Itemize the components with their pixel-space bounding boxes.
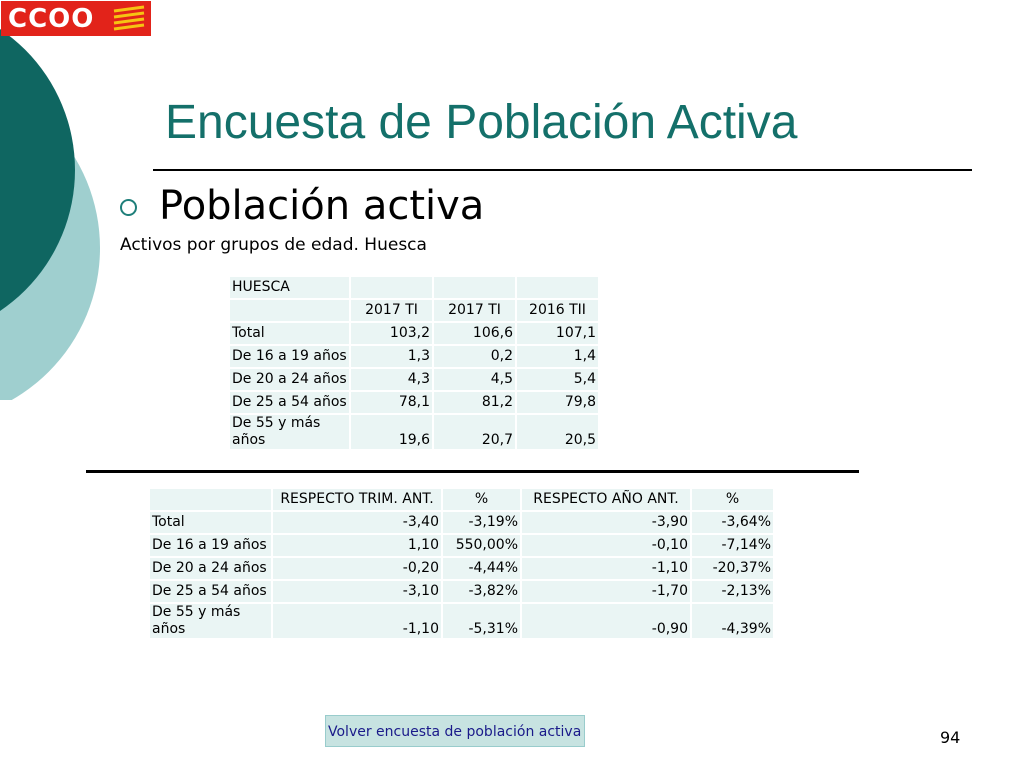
table-cell: 0,2	[434, 346, 515, 367]
table-row: Total 103,2 106,6 107,1	[230, 323, 598, 344]
row-label: De 55 y más años	[150, 604, 271, 638]
table-cell: -3,82%	[443, 581, 520, 602]
section-heading: Población activa	[159, 183, 485, 229]
table-cell: -1,10	[273, 604, 441, 638]
table-cell: 5,4	[517, 369, 598, 390]
table-cell: -3,19%	[443, 512, 520, 533]
table-cell: -4,44%	[443, 558, 520, 579]
table-cell: 81,2	[434, 392, 515, 413]
column-header: 2016 TII	[517, 300, 598, 321]
bullet-item: Población activa	[120, 183, 484, 229]
table-cell: -3,64%	[692, 512, 773, 533]
row-label: De 25 a 54 años	[230, 392, 349, 413]
table-cell: -7,14%	[692, 535, 773, 556]
row-label: De 55 y más años	[230, 415, 349, 449]
logo-text: CCOO	[8, 3, 95, 34]
table-row: De 25 a 54 años 78,1 81,2 79,8	[230, 392, 598, 413]
table-cell: 78,1	[351, 392, 432, 413]
row-label: Total	[150, 512, 271, 533]
aragon-flag-icon	[112, 5, 146, 32]
table-row: De 20 a 24 años 4,3 4,5 5,4	[230, 369, 598, 390]
row-label: De 20 a 24 años	[150, 558, 271, 579]
table-row: De 55 y más años -1,10 -5,31% -0,90 -4,39…	[150, 604, 773, 638]
column-header: RESPECTO AÑO ANT.	[522, 489, 690, 510]
back-to-survey-link[interactable]: Volver encuesta de población activa	[325, 715, 585, 747]
region-cell: HUESCA	[230, 277, 349, 298]
row-label: De 20 a 24 años	[230, 369, 349, 390]
table-cell: -20,37%	[692, 558, 773, 579]
table-cell: 20,7	[434, 415, 515, 449]
table-cell: -1,10	[522, 558, 690, 579]
table-cell: -3,90	[522, 512, 690, 533]
table-cell: 1,3	[351, 346, 432, 367]
table-cell: -2,13%	[692, 581, 773, 602]
table-cell: -3,40	[273, 512, 441, 533]
table-header-row: HUESCA	[230, 277, 598, 298]
table-cell: 103,2	[351, 323, 432, 344]
bullet-circle-icon	[120, 198, 137, 216]
table-cell: -0,20	[273, 558, 441, 579]
table-cell: -4,39%	[692, 604, 773, 638]
table-cell: 550,00%	[443, 535, 520, 556]
ccoo-logo: CCOO	[1, 1, 151, 36]
table-cell: 19,6	[351, 415, 432, 449]
table-cell: -1,70	[522, 581, 690, 602]
column-header: %	[443, 489, 520, 510]
row-label: Total	[230, 323, 349, 344]
column-header: 2017 TI	[351, 300, 432, 321]
table-cell: 107,1	[517, 323, 598, 344]
column-header: 2017 TI	[434, 300, 515, 321]
table-cell: 79,8	[517, 392, 598, 413]
column-header: %	[692, 489, 773, 510]
slide-number: 94	[940, 728, 961, 747]
table-cell: -5,31%	[443, 604, 520, 638]
active-population-table: HUESCA 2017 TI 2017 TI 2016 TII Total 10…	[228, 275, 600, 451]
table-row: De 55 y más años 19,6 20,7 20,5	[230, 415, 598, 449]
table-cell: -0,90	[522, 604, 690, 638]
table-row: De 16 a 19 años 1,10 550,00% -0,10 -7,14…	[150, 535, 773, 556]
table-cell: 1,4	[517, 346, 598, 367]
slide-title: Encuesta de Población Activa	[165, 96, 798, 149]
row-label: De 16 a 19 años	[150, 535, 271, 556]
table-row: De 20 a 24 años -0,20 -4,44% -1,10 -20,3…	[150, 558, 773, 579]
column-header: RESPECTO TRIM. ANT.	[273, 489, 441, 510]
variation-table: RESPECTO TRIM. ANT. % RESPECTO AÑO ANT. …	[148, 487, 775, 640]
table-header-row: RESPECTO TRIM. ANT. % RESPECTO AÑO ANT. …	[150, 489, 773, 510]
table-row: Total -3,40 -3,19% -3,90 -3,64%	[150, 512, 773, 533]
table-cell: 4,5	[434, 369, 515, 390]
table-header-row: 2017 TI 2017 TI 2016 TII	[230, 300, 598, 321]
decorative-circles	[0, 29, 100, 400]
table-row: De 16 a 19 años 1,3 0,2 1,4	[230, 346, 598, 367]
table-cell: -3,10	[273, 581, 441, 602]
section-divider	[86, 470, 859, 473]
table-cell: -0,10	[522, 535, 690, 556]
title-divider	[153, 169, 972, 171]
table-cell: 1,10	[273, 535, 441, 556]
table-row: De 25 a 54 años -3,10 -3,82% -1,70 -2,13…	[150, 581, 773, 602]
table-cell: 4,3	[351, 369, 432, 390]
table-cell: 20,5	[517, 415, 598, 449]
section-subtitle: Activos por grupos de edad. Huesca	[120, 235, 427, 255]
row-label: De 16 a 19 años	[230, 346, 349, 367]
table-cell: 106,6	[434, 323, 515, 344]
row-label: De 25 a 54 años	[150, 581, 271, 602]
